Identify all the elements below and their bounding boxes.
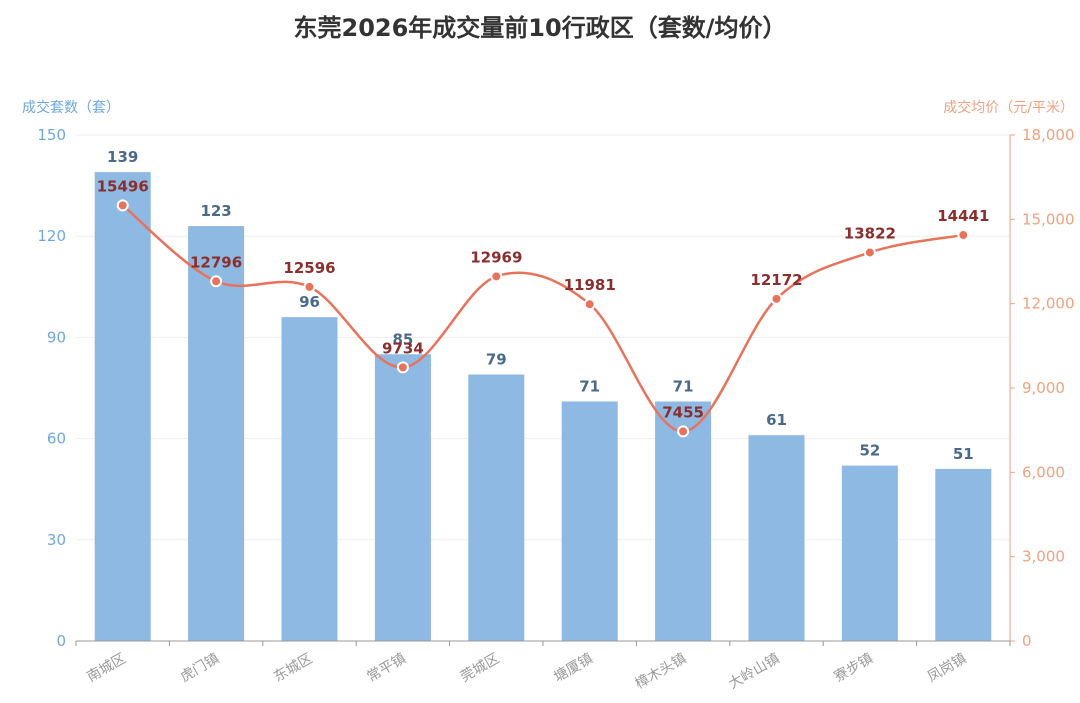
axes-layer: 0 30 60 90 120 150 0 3,000 6,000 9,000 12,000 15,00…	[22, 99, 1075, 692]
bar	[94, 172, 151, 641]
bar	[188, 226, 245, 641]
price-point	[957, 229, 970, 242]
price-value-label: 12796	[190, 253, 242, 271]
y-right-tick-label: 6,000	[1022, 463, 1065, 481]
bar-value-label: 96	[299, 293, 320, 311]
bar	[935, 468, 992, 641]
bar-value-label: 71	[673, 377, 694, 395]
bar-value-label: 52	[859, 442, 880, 460]
bar	[748, 435, 805, 641]
x-tick-label: 虎门镇	[178, 651, 222, 686]
labels-layer: 139 123 96 85 79 71 71 61 52 51 15496 12796 12596 973…	[97, 148, 990, 463]
price-point	[770, 292, 783, 305]
bar-value-label: 61	[766, 411, 787, 429]
y-left-tick-label: 0	[56, 632, 66, 650]
y-right-axis-title: 成交均价（元/平米）	[943, 99, 1074, 116]
bar-value-label: 123	[200, 202, 231, 220]
price-value-label: 11981	[564, 276, 616, 294]
price-value-label: 14441	[937, 207, 989, 225]
y-left-tick-label: 150	[37, 126, 66, 144]
bar-value-label: 71	[579, 377, 600, 395]
bar	[561, 401, 618, 641]
price-point	[677, 425, 690, 438]
price-point	[583, 298, 596, 311]
y-left-tick-label: 60	[47, 430, 66, 448]
x-tick-label: 樟木头镇	[632, 650, 689, 693]
bar	[655, 401, 712, 641]
y-right-tick-label: 0	[1022, 632, 1032, 650]
bar-value-label: 51	[953, 445, 974, 463]
bar	[374, 354, 431, 641]
x-tick-label: 南城区	[84, 651, 128, 686]
y-right-tick-label: 15,000	[1022, 210, 1075, 228]
x-tick-label: 莞城区	[458, 651, 502, 686]
y-left-tick-label: 120	[37, 227, 66, 245]
price-value-label: 9734	[382, 339, 424, 357]
x-tick-label: 凤岗镇	[925, 651, 969, 686]
y-left-tick-label: 30	[47, 531, 66, 549]
y-right-tick-label: 3,000	[1022, 548, 1065, 566]
price-point	[116, 199, 129, 212]
price-value-label: 12596	[283, 259, 335, 277]
price-value-label: 15496	[97, 177, 149, 195]
price-value-label: 12172	[750, 271, 802, 289]
x-tick-label: 寮步镇	[831, 650, 876, 686]
price-point	[210, 275, 223, 288]
x-tick-label: 东城区	[271, 651, 315, 686]
bars-layer	[94, 172, 992, 641]
price-value-label: 13822	[844, 224, 896, 242]
price-value-label: 12969	[470, 248, 522, 266]
line-layer	[116, 199, 970, 438]
price-point	[490, 270, 503, 283]
chart-title: 东莞2026年成交量前10行政区（套数/均价）	[293, 14, 787, 42]
bar	[281, 317, 338, 641]
bar-value-label: 139	[107, 148, 138, 166]
y-right-tick-label: 12,000	[1022, 295, 1075, 313]
price-point	[396, 361, 409, 374]
bar	[841, 465, 898, 641]
price-value-label: 7455	[662, 403, 704, 421]
price-line	[121, 204, 964, 433]
y-right-tick-label: 18,000	[1022, 126, 1075, 144]
price-point	[303, 280, 316, 293]
x-tick-label: 常平镇	[365, 651, 409, 686]
price-point	[863, 246, 876, 259]
y-left-tick-label: 90	[47, 328, 66, 346]
bar-value-label: 85	[392, 330, 413, 348]
bar-value-label: 79	[486, 351, 507, 369]
x-tick-label: 大岭山镇	[726, 651, 782, 693]
y-right-tick-label: 9,000	[1022, 379, 1065, 397]
bar	[468, 374, 525, 641]
y-left-axis-title: 成交套数（套）	[22, 99, 120, 116]
x-tick-label: 塘厦镇	[551, 651, 595, 686]
